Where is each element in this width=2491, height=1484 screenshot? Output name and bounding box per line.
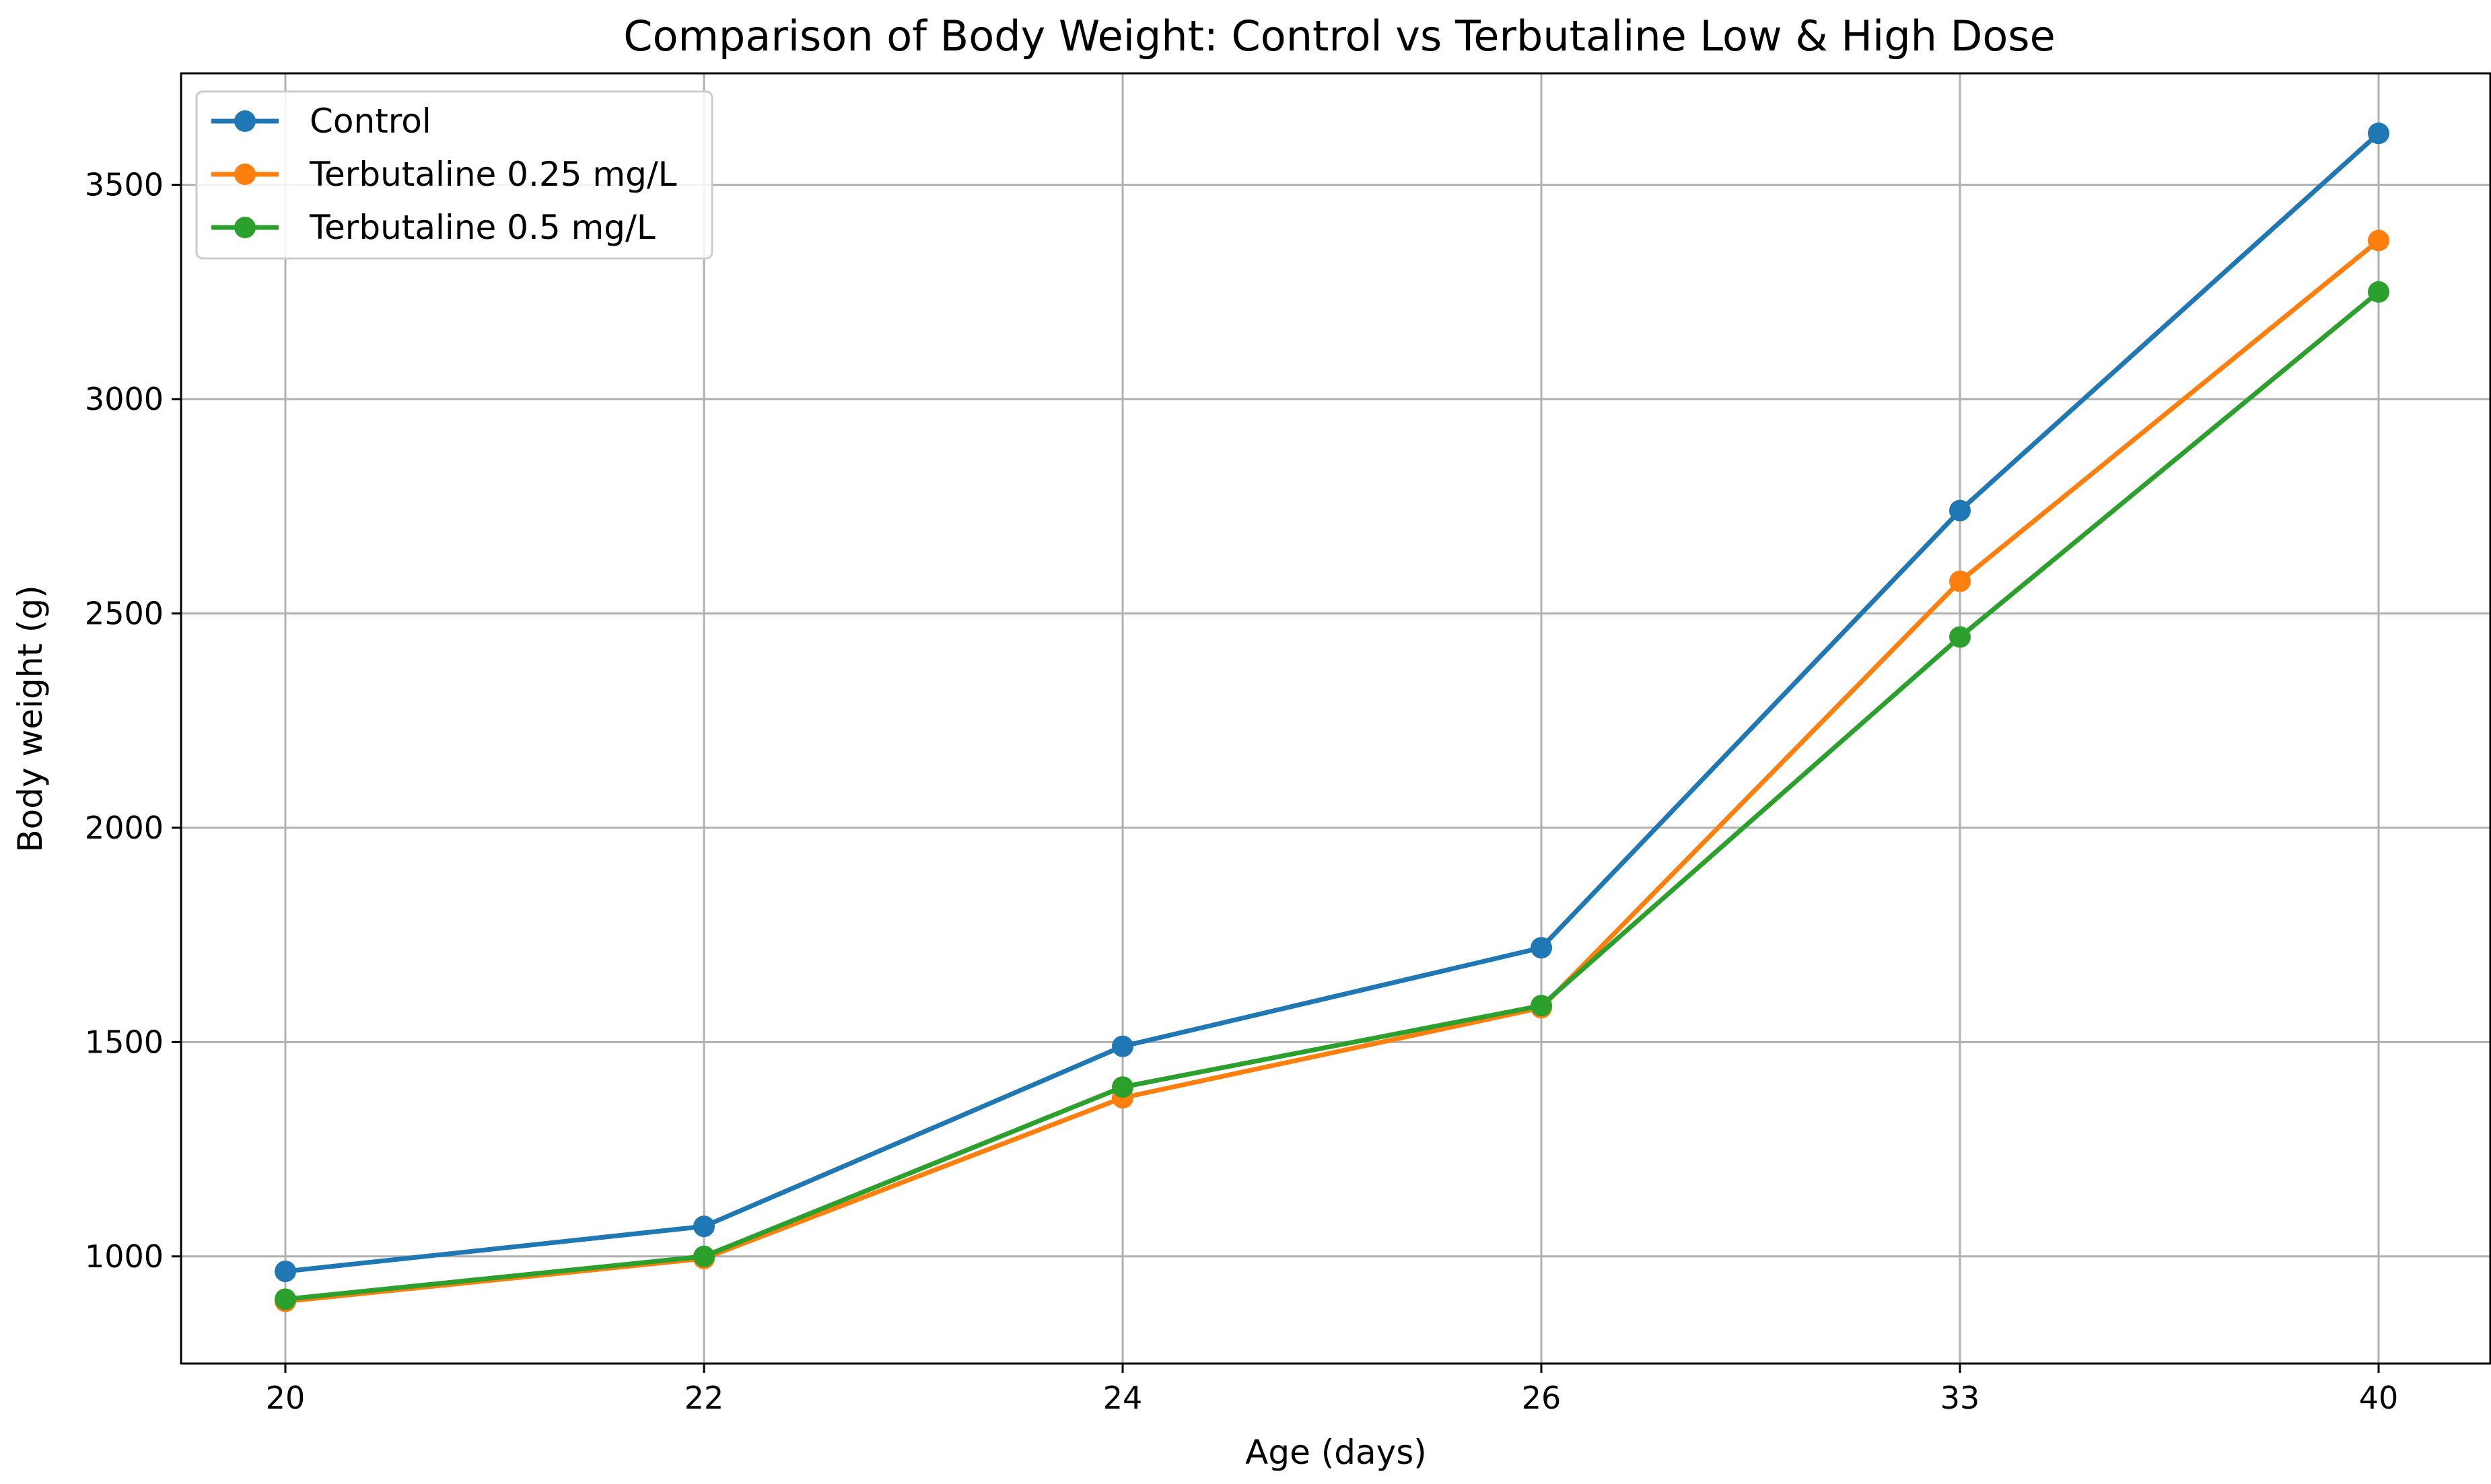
series-1-point	[2368, 229, 2389, 252]
y-tick-label: 3500	[85, 167, 164, 203]
x-axis-ticks: 20 22 24 26 33 40	[266, 1364, 2399, 1416]
series-0-point	[1112, 1035, 1133, 1057]
x-tick-label: 40	[2359, 1380, 2399, 1416]
legend: Control Terbutaline 0.25 mg/L Terbutaline …	[195, 90, 713, 260]
series-group	[275, 122, 2389, 1312]
chart-title: Comparison of Body Weight: Control vs Te…	[623, 11, 2055, 61]
y-axis-label: Body weight (g)	[11, 585, 50, 852]
series-2-point	[1531, 995, 1552, 1017]
series-1-point	[1949, 570, 1971, 592]
series-line-0	[283, 131, 2381, 1274]
legend-label: Terbutaline 0.5 mg/L	[309, 208, 656, 247]
y-axis-ticks: 1000 1500 2000 2500 3000 3500	[85, 167, 181, 1275]
legend-label: Terbutaline 0.25 mg/L	[309, 155, 677, 194]
x-tick-label: 26	[1522, 1380, 1562, 1416]
series-2-point	[275, 1288, 296, 1310]
x-tick-label: 24	[1103, 1380, 1143, 1416]
y-tick-label: 2000	[85, 810, 164, 846]
series-0-point	[1949, 499, 1971, 522]
legend-swatch-marker	[234, 110, 256, 132]
y-tick-label: 2500	[85, 595, 164, 631]
series-0-point	[693, 1215, 715, 1238]
series-0-point	[2368, 122, 2389, 145]
series-2-point	[1949, 626, 1971, 648]
series-0-point	[1531, 937, 1552, 959]
y-tick-label: 3000	[85, 381, 164, 417]
x-tick-label: 22	[685, 1380, 724, 1416]
legend-swatch-marker	[234, 217, 256, 238]
x-tick-label: 33	[1940, 1380, 1980, 1416]
y-tick-label: 1000	[85, 1238, 164, 1275]
legend-box	[195, 90, 713, 260]
legend-swatch-marker	[234, 164, 256, 185]
series-0-point	[275, 1261, 296, 1283]
series-line-2	[283, 289, 2381, 1302]
grid-lines	[181, 73, 2490, 1364]
series-2-point	[693, 1245, 715, 1267]
x-tick-label: 20	[266, 1380, 306, 1416]
series-2-point	[2368, 281, 2389, 303]
legend-label: Control	[310, 102, 431, 141]
plot-area-frame	[180, 72, 2491, 1365]
y-tick-label: 1500	[85, 1024, 164, 1060]
series-2-point	[1112, 1076, 1133, 1098]
x-axis-label: Age (days)	[1245, 1433, 1427, 1472]
